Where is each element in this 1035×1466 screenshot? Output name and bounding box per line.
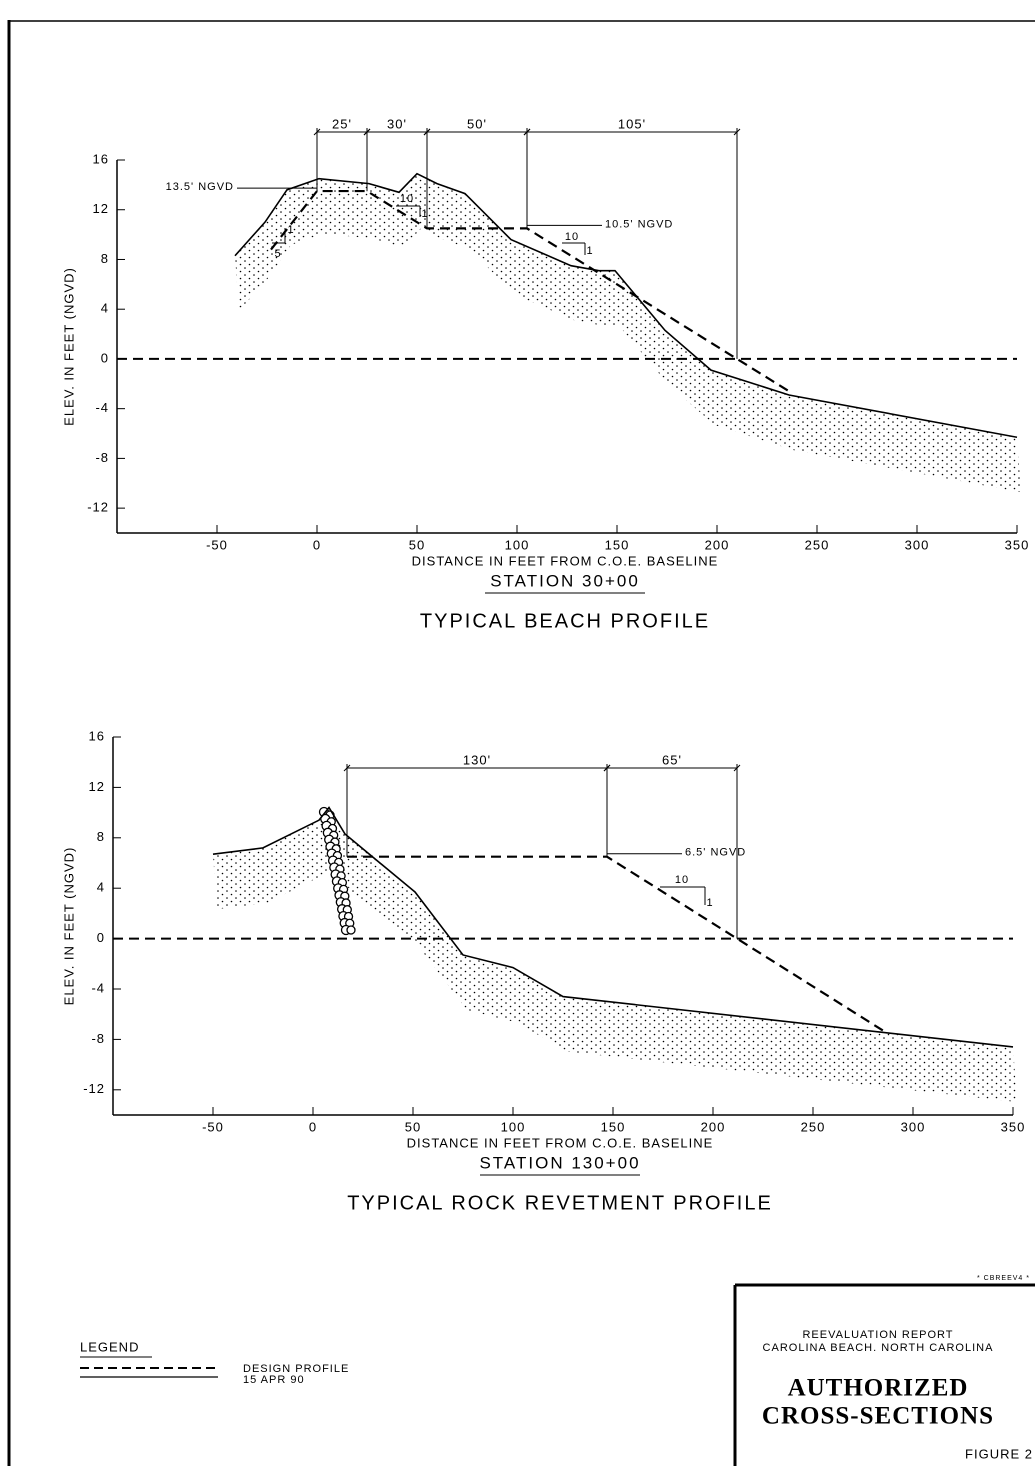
x-tick-label: 300 — [905, 537, 930, 552]
x-tick-label: -50 — [202, 1119, 224, 1134]
figure-number: FIGURE 2 — [965, 1446, 1033, 1461]
station-label: STATION 30+00 — [490, 571, 640, 590]
level-label: 6.5' NGVD — [685, 847, 746, 859]
x-tick-label: -50 — [206, 537, 228, 552]
y-tick-label: -12 — [87, 500, 109, 515]
x-tick-label: 0 — [309, 1119, 317, 1134]
profile-line — [234, 172, 1018, 439]
y-tick-label: 12 — [89, 779, 105, 794]
y-tick-label: 4 — [101, 301, 109, 316]
x-tick-label: 50 — [405, 1119, 421, 1134]
legend-title: LEGEND — [80, 1339, 139, 1354]
dimension-tick — [733, 764, 741, 772]
y-tick-label: 16 — [93, 151, 109, 166]
dimension-label: 25' — [332, 116, 352, 131]
x-axis-label: DISTANCE IN FEET FROM C.O.E. BASELINE — [412, 553, 719, 568]
x-tick-label: 350 — [1005, 537, 1030, 552]
x-tick-label: 300 — [901, 1119, 926, 1134]
profile-line — [212, 806, 1014, 1048]
y-tick-label: 16 — [89, 728, 105, 743]
slope-rise-label: 1 — [706, 897, 713, 909]
y-tick-label: 0 — [101, 350, 109, 365]
sand-stipple — [213, 807, 1017, 1102]
x-tick-label: 100 — [505, 537, 530, 552]
dimension-tick — [343, 764, 351, 772]
slope-run-label: 10 — [675, 874, 689, 886]
revetment-rock — [346, 925, 356, 935]
chart-title: TYPICAL ROCK REVETMENT PROFILE — [347, 1192, 773, 1214]
station-label: STATION 130+00 — [479, 1153, 640, 1172]
x-tick-label: 200 — [705, 537, 730, 552]
slope-run-label: 5 — [274, 248, 281, 260]
stamp: * CBREEV4 * — [977, 1275, 1030, 1282]
dimension-label: 130' — [463, 752, 491, 767]
dimension-tick — [603, 764, 611, 772]
slope-run-label: 10 — [565, 231, 579, 243]
slope-run-label: 10 — [400, 193, 414, 205]
level-label: 13.5' NGVD — [166, 181, 234, 193]
y-axis-label: ELEV. IN FEET (NGVD) — [61, 267, 76, 426]
y-tick-label: 0 — [97, 930, 105, 945]
x-tick-label: 150 — [601, 1119, 626, 1134]
slope-rise-label: 1 — [287, 224, 294, 236]
sand-stipple — [235, 173, 1021, 493]
figure-title: CROSS-SECTIONS — [762, 1403, 994, 1430]
x-tick-label: 250 — [805, 537, 830, 552]
level-label: 10.5' NGVD — [605, 218, 673, 230]
legend-entry: 15 APR 90 — [243, 1374, 305, 1386]
slope-rise-label: 1 — [586, 245, 593, 257]
x-tick-label: 150 — [605, 537, 630, 552]
y-tick-label: 8 — [101, 251, 109, 266]
report-name: REEVALUATION REPORT — [802, 1329, 953, 1341]
dimension-tick — [523, 128, 531, 136]
y-tick-label: 12 — [93, 201, 109, 216]
dimension-tick — [423, 128, 431, 136]
y-tick-label: 8 — [97, 829, 105, 844]
x-axis-label: DISTANCE IN FEET FROM C.O.E. BASELINE — [407, 1135, 714, 1150]
x-tick-label: 100 — [501, 1119, 526, 1134]
x-tick-label: 250 — [801, 1119, 826, 1134]
dimension-label: 50' — [467, 116, 487, 131]
legend-entry: DESIGN PROFILE — [243, 1363, 349, 1375]
dimension-label: 30' — [387, 116, 407, 131]
y-tick-label: -8 — [91, 1031, 105, 1046]
y-tick-label: -4 — [91, 980, 105, 995]
dimension-tick — [313, 128, 321, 136]
y-axis-label: ELEV. IN FEET (NGVD) — [61, 847, 76, 1006]
dimension-tick — [733, 128, 741, 136]
y-tick-label: -4 — [95, 400, 109, 415]
y-tick-label: -8 — [95, 450, 109, 465]
dimension-tick — [363, 128, 371, 136]
dimension-label: 105' — [618, 116, 646, 131]
report-location: CAROLINA BEACH. NORTH CAROLINA — [763, 1342, 994, 1354]
x-tick-label: 0 — [313, 537, 321, 552]
dimension-label: 65' — [662, 752, 682, 767]
x-tick-label: 350 — [1001, 1119, 1026, 1134]
x-tick-label: 50 — [409, 537, 425, 552]
y-tick-label: 4 — [97, 880, 105, 895]
y-tick-label: -12 — [83, 1081, 105, 1096]
slope-rise-label: 1 — [421, 208, 428, 220]
figure-title: AUTHORIZED — [788, 1375, 969, 1402]
x-tick-label: 200 — [701, 1119, 726, 1134]
chart-title: TYPICAL BEACH PROFILE — [420, 610, 710, 632]
